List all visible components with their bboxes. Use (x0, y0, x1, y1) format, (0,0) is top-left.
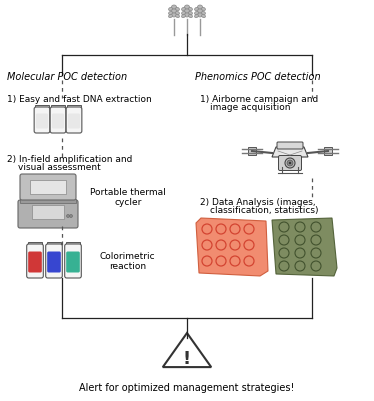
FancyBboxPatch shape (52, 113, 64, 128)
Ellipse shape (194, 7, 199, 10)
Text: !: ! (183, 350, 191, 368)
Text: Portable thermal
cycler: Portable thermal cycler (90, 188, 166, 207)
Ellipse shape (172, 13, 177, 17)
Ellipse shape (184, 5, 190, 9)
FancyBboxPatch shape (34, 107, 50, 133)
Ellipse shape (172, 9, 177, 13)
Bar (35, 105, 49, 109)
Ellipse shape (197, 5, 202, 9)
FancyBboxPatch shape (20, 174, 76, 200)
Circle shape (287, 160, 293, 166)
Text: Phenomics POC detection: Phenomics POC detection (195, 72, 321, 82)
Text: 2) In-field amplification and: 2) In-field amplification and (7, 155, 132, 164)
Bar (324, 147, 332, 155)
Ellipse shape (188, 7, 192, 10)
Text: visual assessment: visual assessment (18, 163, 101, 172)
Ellipse shape (182, 14, 186, 18)
Text: image acquisition: image acquisition (210, 103, 291, 112)
Bar (32, 205, 64, 219)
Ellipse shape (197, 9, 202, 13)
Bar (67, 105, 81, 109)
FancyBboxPatch shape (68, 113, 80, 128)
FancyBboxPatch shape (27, 244, 43, 278)
Text: 2) Data Analysis (images,: 2) Data Analysis (images, (200, 198, 316, 207)
FancyBboxPatch shape (47, 251, 61, 273)
FancyBboxPatch shape (277, 142, 303, 149)
FancyBboxPatch shape (28, 251, 42, 273)
FancyBboxPatch shape (279, 156, 301, 170)
Ellipse shape (184, 13, 190, 17)
Polygon shape (272, 147, 308, 157)
Bar (51, 105, 65, 109)
Text: Colorimetric
reaction: Colorimetric reaction (100, 252, 156, 271)
FancyBboxPatch shape (66, 251, 80, 273)
Text: 1) Airborne campaign and: 1) Airborne campaign and (200, 95, 318, 104)
Circle shape (70, 215, 73, 217)
Ellipse shape (175, 7, 180, 10)
Text: Alert for optimized management strategies!: Alert for optimized management strategie… (79, 383, 295, 393)
Polygon shape (272, 218, 337, 276)
Bar (47, 242, 61, 246)
Ellipse shape (169, 7, 172, 10)
Bar (20, 199, 76, 203)
FancyBboxPatch shape (66, 107, 82, 133)
FancyBboxPatch shape (65, 244, 81, 278)
Ellipse shape (172, 5, 177, 9)
Circle shape (67, 215, 70, 217)
Bar (28, 242, 42, 246)
FancyBboxPatch shape (50, 107, 66, 133)
Bar (248, 147, 256, 155)
Ellipse shape (188, 14, 192, 18)
Ellipse shape (175, 11, 180, 14)
Polygon shape (163, 333, 211, 367)
Bar (30, 180, 66, 194)
Text: Molecular POC detection: Molecular POC detection (7, 72, 127, 82)
Ellipse shape (184, 9, 190, 13)
Ellipse shape (202, 14, 205, 18)
Ellipse shape (188, 11, 192, 14)
Polygon shape (196, 218, 268, 276)
Ellipse shape (197, 13, 202, 17)
Ellipse shape (194, 14, 199, 18)
Ellipse shape (175, 14, 180, 18)
Ellipse shape (169, 14, 172, 18)
Circle shape (289, 162, 291, 164)
Bar (66, 242, 80, 246)
FancyBboxPatch shape (46, 244, 62, 278)
Ellipse shape (202, 11, 205, 14)
FancyBboxPatch shape (36, 113, 48, 128)
Ellipse shape (194, 11, 199, 14)
Text: 1) Easy and fast DNA extraction: 1) Easy and fast DNA extraction (7, 95, 152, 104)
Ellipse shape (202, 7, 205, 10)
Ellipse shape (182, 7, 186, 10)
Ellipse shape (169, 11, 172, 14)
Text: classification, statistics): classification, statistics) (210, 206, 319, 215)
Circle shape (285, 158, 295, 168)
Ellipse shape (182, 11, 186, 14)
FancyBboxPatch shape (18, 200, 78, 228)
